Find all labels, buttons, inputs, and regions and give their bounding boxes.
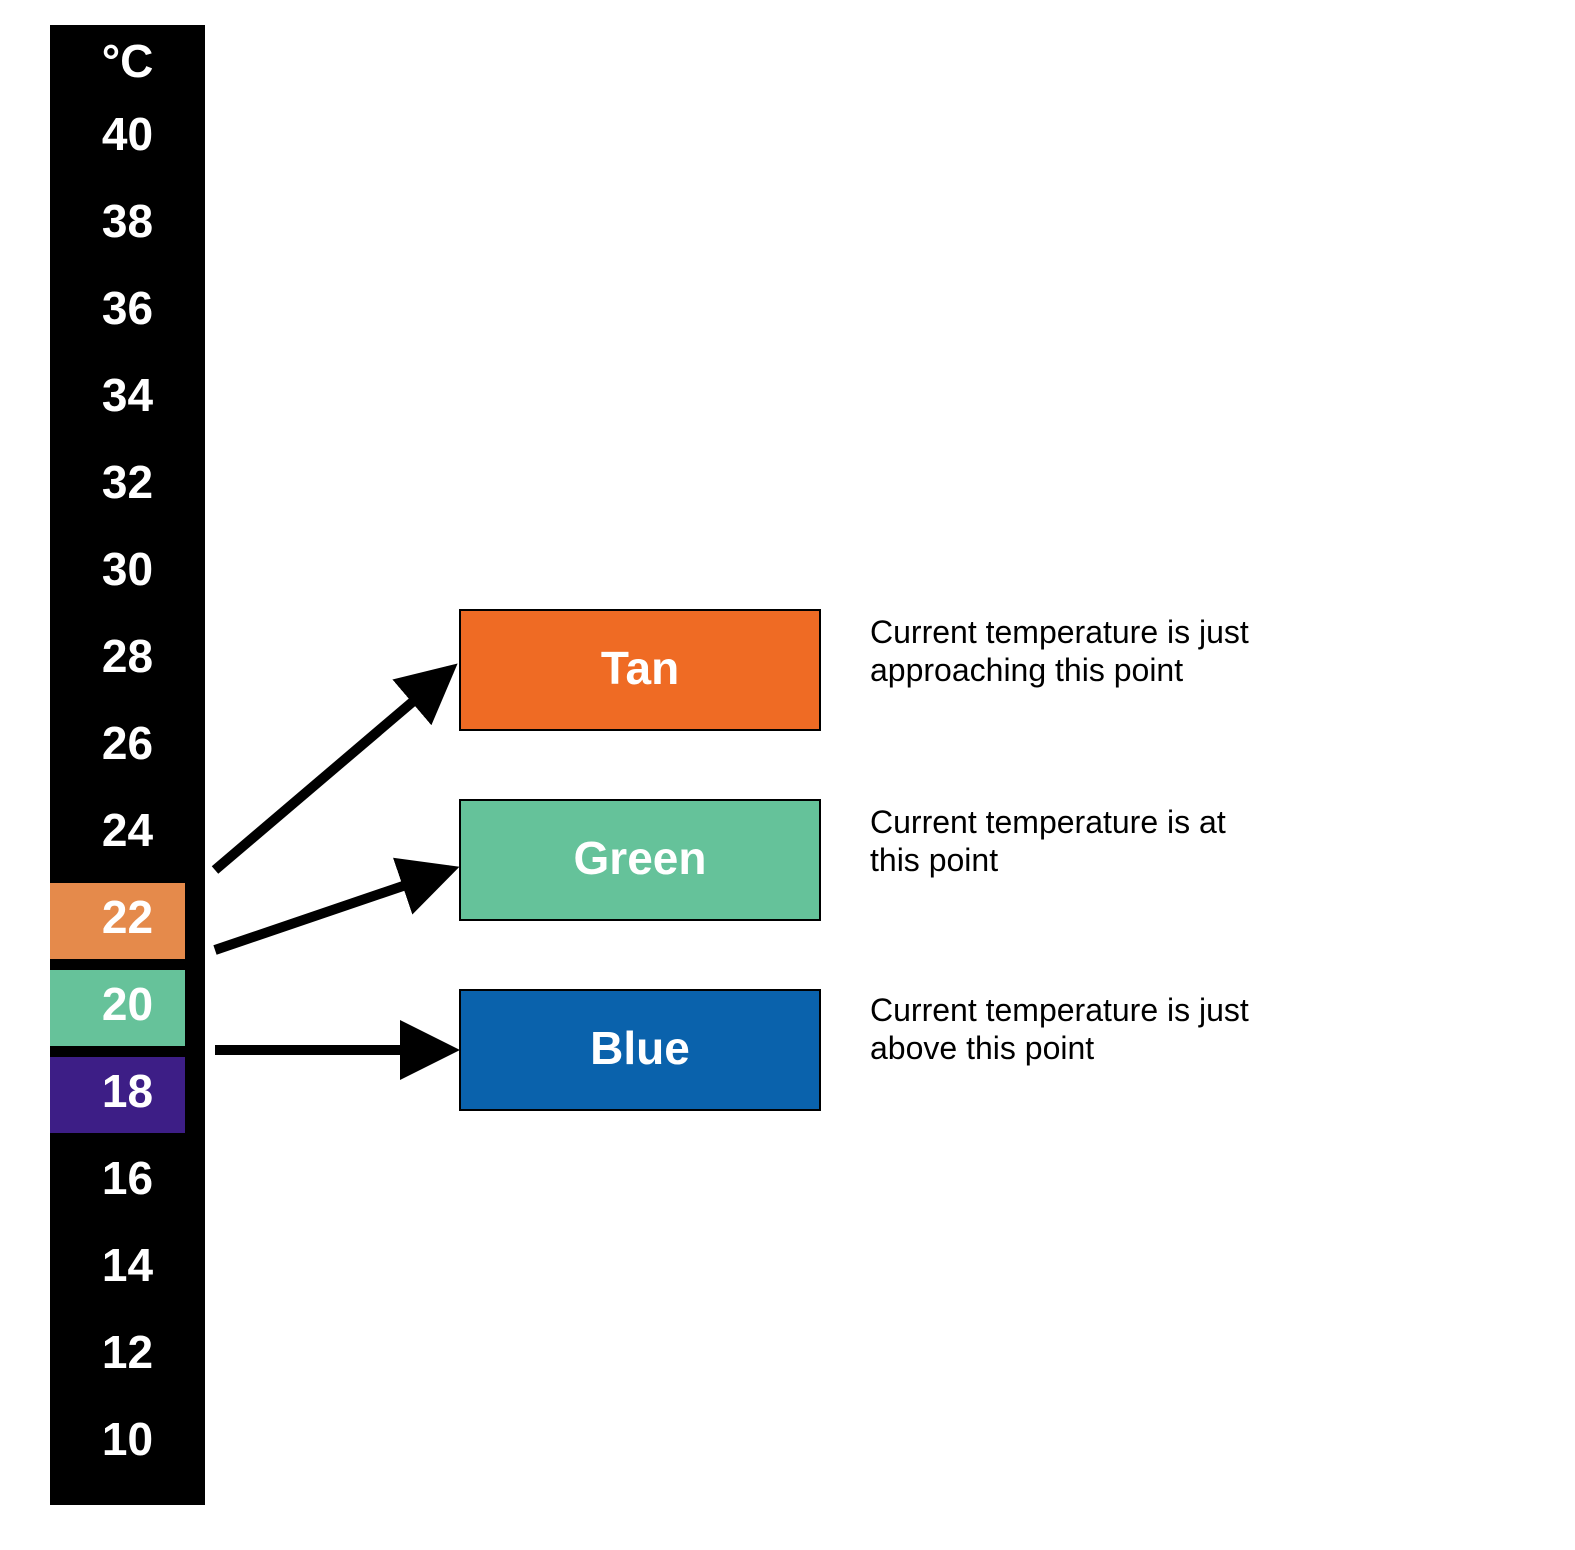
legend-box-tan: Tan: [460, 610, 820, 730]
scale-label-34: 34: [102, 369, 154, 421]
exp-tan-line-1: approaching this point: [870, 652, 1183, 688]
arrow-tan: [215, 670, 450, 870]
exp-blue-line-1: above this point: [870, 1030, 1094, 1066]
scale-label-40: 40: [102, 108, 153, 160]
thermometer-diagram: °C 40 38 36 34 32 30 28 26 24 22 20 18 16 14 12 10 Tan Gre…: [0, 0, 1575, 1550]
legend-box-blue: Blue: [460, 990, 820, 1110]
scale-label-10: 10: [102, 1413, 153, 1465]
scale-label-16: 16: [102, 1152, 153, 1204]
diagram-canvas: °C 40 38 36 34 32 30 28 26 24 22 20 18 16 14 12 10 Tan Gre…: [0, 0, 1575, 1550]
arrow-green: [215, 870, 450, 950]
scale-label-12: 12: [102, 1326, 153, 1378]
exp-tan-line-0: Current temperature is just: [870, 614, 1249, 650]
legend-box-green: Green: [460, 800, 820, 920]
scale-label-26: 26: [102, 717, 153, 769]
scale-label-18: 18: [102, 1065, 153, 1117]
scale-label-24: 24: [102, 804, 154, 856]
exp-tan: Current temperature is justapproaching t…: [870, 614, 1249, 688]
exp-blue: Current temperature is justabove this po…: [870, 992, 1249, 1066]
scale-label-38: 38: [102, 195, 153, 247]
scale-label-36: 36: [102, 282, 153, 334]
legend-label-blue: Blue: [590, 1022, 690, 1074]
legend-label-green: Green: [574, 832, 707, 884]
exp-green-line-1: this point: [870, 842, 998, 878]
scale-label-20: 20: [102, 978, 153, 1030]
scale-label-30: 30: [102, 543, 153, 595]
scale-label-22: 22: [102, 891, 153, 943]
scale-label-32: 32: [102, 456, 153, 508]
unit-label: °C: [102, 35, 154, 87]
legend-label-tan: Tan: [601, 642, 679, 694]
scale-label-14: 14: [102, 1239, 154, 1291]
exp-green: Current temperature is atthis point: [870, 804, 1226, 878]
temperature-strip: °C 40 38 36 34 32 30 28 26 24 22 20 18 16 14 12 10: [50, 25, 205, 1505]
scale-label-28: 28: [102, 630, 153, 682]
exp-green-line-0: Current temperature is at: [870, 804, 1226, 840]
exp-blue-line-0: Current temperature is just: [870, 992, 1249, 1028]
